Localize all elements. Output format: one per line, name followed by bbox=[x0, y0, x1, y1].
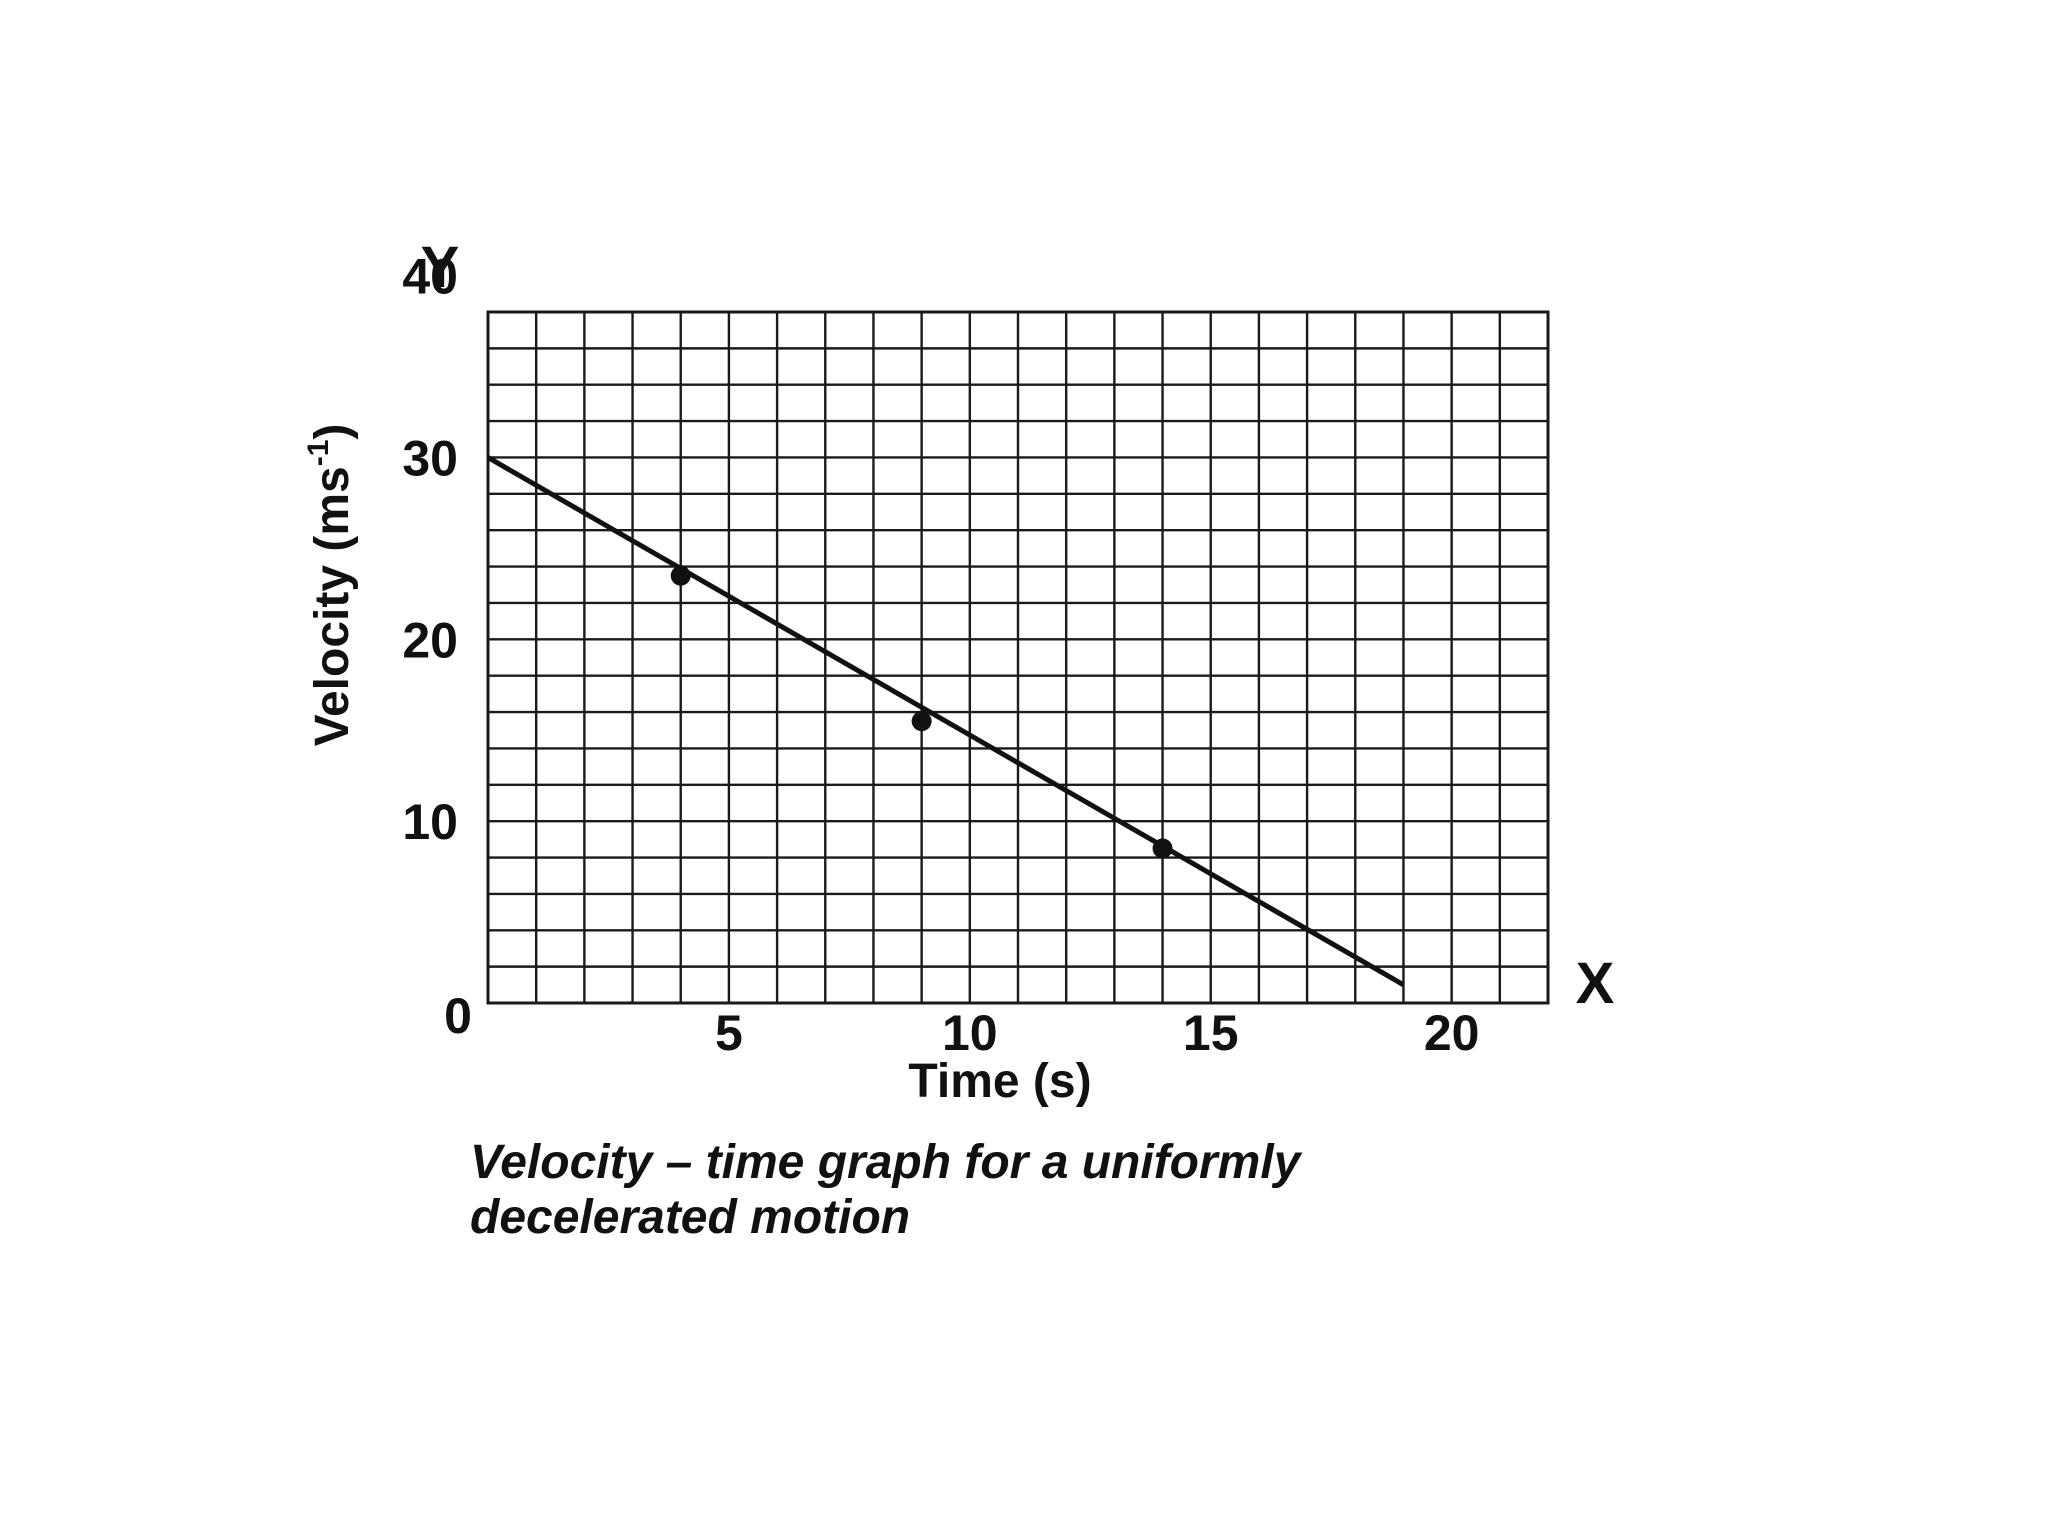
chart-grid bbox=[488, 312, 1548, 1003]
x-axis-title: Time (s) bbox=[908, 1055, 1091, 1108]
y-tick-label: 30 bbox=[402, 430, 458, 486]
data-point bbox=[1152, 838, 1173, 859]
chart-caption-line-1: Velocity – time graph for a uniformly bbox=[470, 1136, 1303, 1189]
chart-caption-line-2: decelerated motion bbox=[470, 1191, 910, 1244]
x-tick-label: 20 bbox=[1424, 1005, 1480, 1061]
velocity-line bbox=[486, 455, 1405, 987]
y-axis-title-main: Velocity (ms bbox=[306, 466, 359, 746]
x-tick-label: 15 bbox=[1183, 1005, 1239, 1061]
x-axis-letter: X bbox=[1576, 951, 1615, 1016]
x-tick-label: 10 bbox=[942, 1005, 998, 1061]
y-axis-letter: Y bbox=[421, 235, 460, 300]
origin-label: 0 bbox=[444, 988, 472, 1044]
data-point bbox=[670, 565, 691, 586]
tick-labels: 5 10 15 20 10 20 30 40 bbox=[402, 249, 1479, 1061]
chart-series bbox=[486, 455, 1405, 987]
plot-frame bbox=[486, 310, 1550, 1005]
y-axis-title-close: ) bbox=[306, 424, 359, 440]
data-point bbox=[911, 711, 932, 732]
y-tick-label: 40 bbox=[402, 249, 458, 305]
x-tick-label: 5 bbox=[715, 1005, 743, 1061]
y-tick-label: 20 bbox=[402, 612, 458, 668]
y-tick-label: 10 bbox=[402, 794, 458, 850]
y-axis-title: Velocity (ms-1) bbox=[302, 424, 359, 747]
y-axis-title-superscript: -1 bbox=[302, 440, 335, 467]
